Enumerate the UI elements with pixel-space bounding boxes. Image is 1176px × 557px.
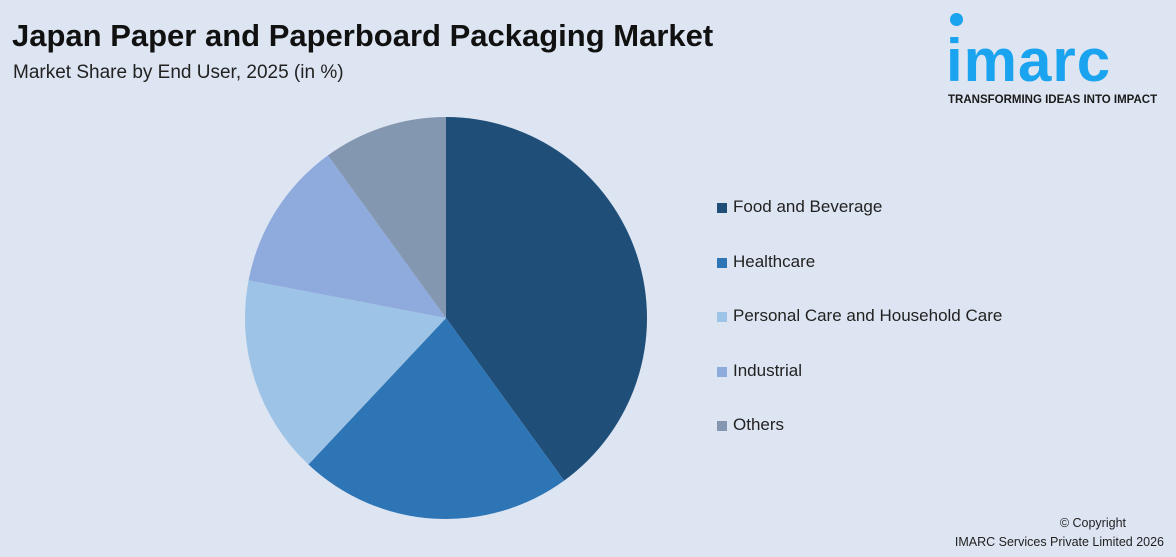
copyright: © Copyright IMARC Services Private Limit… <box>955 514 1164 552</box>
legend-label: Industrial <box>733 360 802 380</box>
chart-title: Japan Paper and Paperboard Packaging Mar… <box>12 18 714 53</box>
pie-slice-others <box>327 117 446 318</box>
legend-item: Food and Beverage <box>717 197 1002 252</box>
legend-swatch <box>717 257 727 268</box>
copyright-label: © Copyright <box>1059 516 1126 530</box>
legend-swatch <box>717 366 727 377</box>
pie-slice-healthcare <box>308 318 565 519</box>
legend-item: Personal Care and Household Care <box>717 306 1002 361</box>
legend-swatch <box>717 203 727 213</box>
copyright-company: IMARC Services Private Limited 2026 <box>954 535 1164 549</box>
legend-swatch <box>717 312 727 322</box>
legend: Food and Beverage Healthcare Personal Care… <box>717 197 1002 470</box>
legend-label: Food and Beverage <box>733 197 883 216</box>
legend-item: Industrial <box>717 361 1002 416</box>
legend-label: Healthcare <box>733 251 816 271</box>
legend-item: Healthcare <box>717 252 1002 307</box>
pie-slice-personal-care-and-household-care <box>245 280 446 465</box>
logo-dot <box>950 13 963 26</box>
chart-subtitle: Market Share by End User, 2025 (in %) <box>13 62 344 83</box>
imarc-logo: imarc TRANSFORMING IDEAS INTO IMPACT <box>946 10 1171 110</box>
legend-label: Others <box>733 415 785 434</box>
legend-item: Others <box>717 415 1002 470</box>
legend-swatch <box>717 421 727 431</box>
pie-slice-industrial <box>248 155 446 318</box>
pie-slice-food-and-beverage <box>446 117 647 481</box>
legend-label: Personal Care and Household Care <box>733 306 1003 325</box>
logo-text: imarc <box>946 27 1112 94</box>
logo-tagline: TRANSFORMING IDEAS INTO IMPACT <box>948 94 1158 106</box>
